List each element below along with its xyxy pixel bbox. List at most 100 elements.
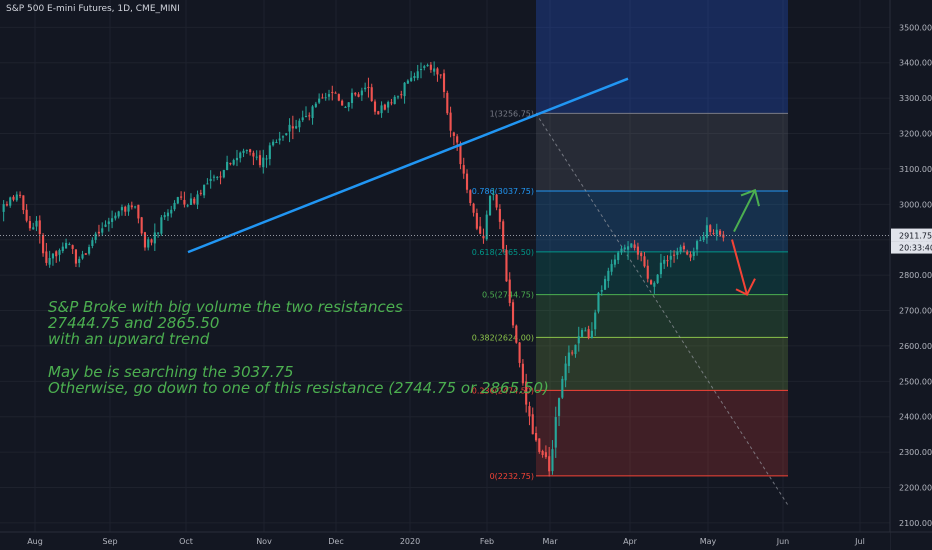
candle-body [544,452,547,458]
annotation-line: Otherwise, go down to one of this resist… [48,379,549,397]
candle-body [528,406,531,417]
candle-body [419,69,423,71]
candle-body [304,115,308,117]
time-axis[interactable]: Aug Sep Oct Nov Dec 2020 Feb Mar Apr May Jun Jul [0,531,932,550]
candle-body [55,251,58,257]
user-drawings[interactable] [0,77,890,296]
candle-body [281,136,285,138]
candle-body [48,258,51,265]
candle-body [219,176,222,178]
candle-body [301,117,304,121]
candle-body [58,250,61,255]
candle-body [508,279,511,303]
candle-body [617,252,620,261]
candle-body [672,254,676,256]
candle-body [88,247,91,254]
countdown-tag-text: 20:33:40 [899,244,932,253]
candle-body [495,194,498,208]
candle-body [643,256,646,267]
price-tick-label: 2600.00 [899,342,932,351]
price-axis-bg [890,0,932,550]
candle-body [373,101,377,112]
candle-body [475,213,478,229]
candle-body [140,217,143,234]
candle-body [28,221,32,229]
candle-body [400,94,403,96]
fibonacci-retracement[interactable]: 1(3256.75)0.786(3037.75)0.618(2865.50)0.… [472,0,789,506]
price-tick-label: 3400.00 [899,59,932,68]
price-tags: 2911.75 20:33:40 [891,228,932,254]
candle-body [682,245,685,250]
candle-body [117,211,120,217]
time-tick-label: Nov [256,537,272,546]
candle-body [465,173,469,190]
candle-body [377,111,380,115]
arrow-up-icon [733,189,756,233]
candle-body [367,86,370,89]
candle-body [410,77,413,82]
price-axis[interactable]: 2100.00 2200.00 2300.00 2400.00 2500.00 2600.… [889,0,932,550]
candle-body [626,246,630,250]
candle-body [452,132,455,136]
candle-body [22,195,25,211]
price-tick-label: 2100.00 [899,519,932,528]
uptrend-line [187,77,629,254]
candle-body [268,145,271,160]
chart-title: S&P 500 E-mini Futures, 1D, CME_MINI [6,4,180,14]
candle-body [298,120,301,128]
candle-body [357,94,360,97]
candle-body [531,414,534,435]
candle-body [702,236,705,241]
candle-body [331,91,334,93]
candle-body [65,242,68,249]
candle-body [613,259,616,265]
candle-body [124,206,127,212]
candle-body [406,80,409,84]
candle-body [295,126,298,129]
candle-body [502,221,505,249]
candle-body [78,258,81,263]
candle-body [387,102,390,108]
time-axis-bg [0,532,890,550]
candle-body [344,106,347,108]
candle-body [620,248,623,253]
countdown-tag [891,241,932,254]
fib-zone [536,190,788,252]
candle-body [288,124,291,132]
fib-level-label: 0.786(3037.75) [472,187,534,196]
candle-body [439,74,442,76]
candle-body [505,249,508,282]
candle-body [222,169,225,178]
time-tick-label: May [700,537,717,546]
candle-body [94,233,97,240]
price-tick-label: 2700.00 [899,307,932,316]
candle-body [321,97,324,99]
candle-body [45,251,48,263]
candle-body [314,103,317,107]
candle-body [603,279,607,290]
candle-body [130,205,133,208]
candle-body [143,232,147,248]
candle-body [571,352,574,354]
candle-body [327,94,331,97]
candle-body [229,163,232,165]
arrow-down-icon [731,239,748,295]
candle-body [160,217,163,234]
fib-level-label: 0(2232.75) [490,472,534,481]
candle-body [5,204,8,206]
candle-body [111,218,114,222]
candle-body [686,251,689,255]
candle-body [557,398,561,416]
candle-body [61,246,64,252]
candle-body [577,336,580,344]
candle-body [176,197,179,204]
candle-body [206,183,209,185]
candle-body [147,239,150,248]
candle-body [9,197,12,206]
candle-body [479,226,482,234]
candle-body [275,142,278,144]
candle-body [97,231,101,234]
annotation-line: with an upward trend [48,330,210,348]
time-tick-label: Dec [328,537,343,546]
